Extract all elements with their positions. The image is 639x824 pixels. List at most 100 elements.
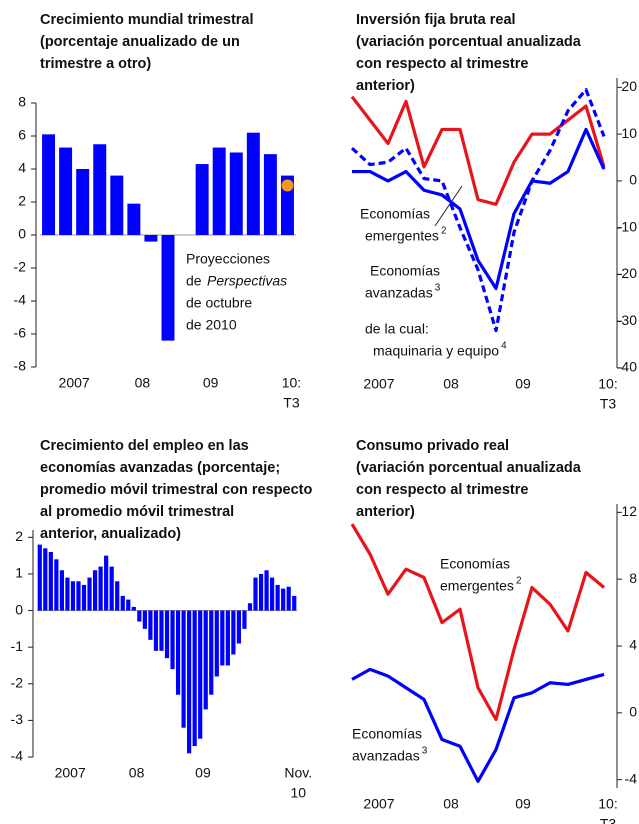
annotation: Perspectivas — [207, 273, 287, 289]
bar — [231, 610, 236, 655]
bar — [161, 235, 175, 341]
bar — [264, 570, 269, 611]
series-label-sup: 3 — [422, 746, 428, 757]
y-tick-label: 0 — [629, 172, 637, 188]
y-tick-label: -4 — [14, 292, 27, 308]
bar — [153, 610, 159, 651]
x-tick-label: 10: — [598, 796, 617, 812]
series-label: maquinaria y equipo — [373, 343, 499, 359]
x-tick-label: 08 — [443, 796, 459, 812]
bar — [87, 577, 92, 611]
y-tick-label: -1 — [11, 638, 24, 654]
bar — [253, 577, 258, 611]
bar — [258, 573, 264, 611]
chart-title: economías avanzadas (porcentaje; — [40, 460, 280, 476]
x-tick-label-line2: 10 — [290, 785, 306, 801]
y-tick-label: 8 — [18, 94, 26, 110]
bar — [263, 154, 277, 235]
series-label-sup: 2 — [516, 576, 522, 587]
line-series — [350, 523, 606, 722]
chart-title: Inversión fija bruta real — [356, 12, 516, 28]
bar — [104, 555, 109, 611]
leader-line — [434, 185, 463, 227]
bar — [220, 610, 225, 666]
y-tick-label: 0 — [18, 226, 26, 242]
bar — [170, 610, 175, 670]
bar — [164, 610, 170, 659]
series-label: Economías — [352, 726, 422, 742]
y-tick-label: 0 — [15, 601, 23, 617]
bar — [181, 610, 186, 728]
x-tick-label-line2: T3 — [600, 816, 617, 824]
chart-title: con respecto al trimestre — [356, 56, 528, 72]
y-tick-label: -2 — [14, 259, 27, 275]
bar — [187, 610, 192, 754]
bar — [225, 610, 230, 666]
y-tick-label: -4 — [625, 770, 638, 786]
bar — [212, 147, 226, 235]
bar — [59, 570, 64, 611]
x-tick-label-line2: T3 — [283, 395, 300, 411]
chart-title: anterior, anualizado) — [40, 526, 181, 542]
bar — [286, 586, 291, 611]
bar — [246, 132, 260, 235]
x-tick-label: 08 — [135, 375, 151, 391]
bar — [48, 551, 53, 611]
x-tick-label: 10: — [282, 375, 301, 391]
projection-dot — [281, 179, 294, 192]
y-tick-label: 6 — [18, 127, 26, 143]
y-tick-label: -10 — [617, 218, 637, 234]
bar — [92, 570, 98, 611]
chart-title: (porcentaje anualizado de un — [40, 34, 240, 50]
annotation: de octubre — [186, 295, 252, 311]
bar — [142, 610, 147, 629]
series-label: Economías — [440, 556, 510, 572]
bar — [275, 584, 280, 611]
bar — [242, 610, 247, 629]
bar — [98, 566, 103, 611]
x-tick-label-line2: T3 — [600, 396, 617, 412]
x-tick-label: 08 — [129, 765, 145, 781]
y-tick-label: -40 — [617, 359, 637, 375]
x-tick-label: 2007 — [363, 796, 394, 812]
chart-title: (variación porcentual anualizada — [356, 34, 582, 50]
bar — [126, 599, 131, 611]
annotation: de 2010 — [186, 317, 237, 333]
chart-title: Consumo privado real — [356, 438, 509, 454]
x-tick-label: Nov. — [284, 765, 312, 781]
chart-title: anterior) — [356, 504, 415, 520]
bar — [59, 147, 73, 235]
bar — [270, 577, 275, 611]
bar — [120, 595, 125, 611]
line-series — [352, 127, 606, 291]
bar — [131, 606, 136, 611]
chart-title: Crecimiento mundial trimestral — [40, 12, 254, 28]
bar — [292, 595, 297, 611]
y-tick-label: -3 — [11, 711, 24, 727]
y-tick-label: 0 — [629, 704, 637, 720]
bar — [37, 544, 42, 611]
chart-title: trimestre a otro) — [40, 56, 151, 72]
y-tick-label: 12 — [621, 503, 637, 519]
series-label: Economías — [360, 206, 430, 222]
annotation: Proyecciones — [186, 251, 270, 267]
x-tick-label: 2007 — [55, 765, 86, 781]
y-tick-label: 20 — [621, 78, 637, 94]
y-tick-label: -4 — [11, 748, 24, 764]
series-label-sup: 4 — [501, 341, 507, 352]
bar — [195, 164, 209, 235]
annotation: de — [186, 273, 202, 289]
bar — [43, 548, 48, 611]
x-tick-label: 09 — [515, 796, 531, 812]
bar — [198, 610, 203, 739]
bar — [214, 610, 219, 677]
series-label: avanzadas — [352, 748, 420, 764]
bar — [93, 144, 107, 235]
chart-title: al promedio móvil trimestral — [40, 504, 234, 520]
series-label: emergentes — [365, 228, 439, 244]
bar — [175, 610, 181, 695]
bar — [203, 610, 208, 710]
chart-title: con respecto al trimestre — [356, 482, 528, 498]
